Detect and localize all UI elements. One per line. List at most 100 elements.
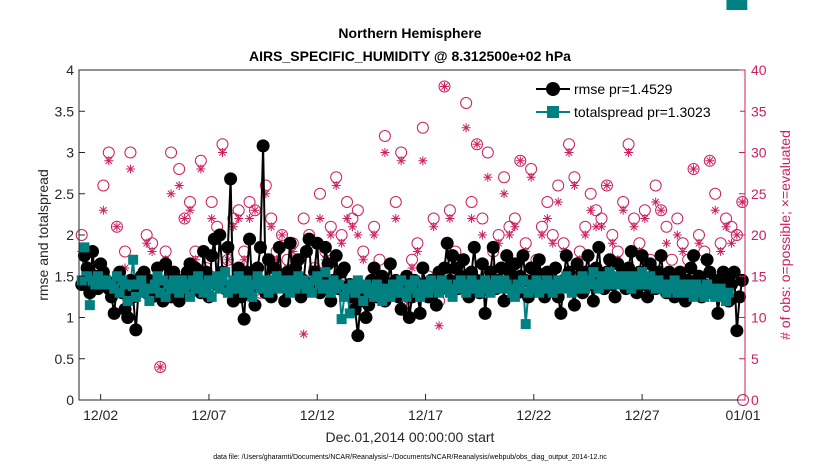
totalspread-point — [203, 275, 214, 286]
totalspread-point — [128, 254, 139, 265]
rmse-point — [475, 257, 489, 271]
y-right-tick-label: 10 — [751, 310, 767, 326]
totalspread-point — [396, 275, 407, 286]
obs-evaluated-point — [629, 222, 639, 232]
rmse-point — [548, 261, 562, 275]
asterisk-stroke — [711, 206, 719, 214]
totalspread-point — [285, 287, 296, 298]
asterisk-stroke — [587, 206, 595, 214]
legend-spread-marker — [547, 106, 559, 118]
totalspread-point — [680, 287, 691, 298]
asterisk-stroke — [527, 173, 535, 181]
asterisk-stroke — [446, 214, 454, 223]
rmse-point — [733, 290, 747, 304]
totalspread-point — [415, 291, 426, 302]
totalspread-point — [90, 279, 101, 290]
totalspread-point — [477, 283, 488, 294]
asterisk-stroke — [240, 256, 248, 264]
asterisk-stroke — [343, 214, 351, 223]
legend-box — [532, 76, 740, 124]
totalspread-point — [409, 275, 420, 286]
totalspread-point — [496, 283, 507, 294]
totalspread-point — [325, 287, 336, 298]
totalspread-point — [244, 283, 255, 294]
rmse-point — [440, 236, 454, 250]
totalspread-point — [120, 279, 131, 290]
obs-possible-point — [119, 245, 132, 258]
obs-evaluated-point — [672, 230, 682, 240]
obs-evaluated-point — [678, 247, 688, 256]
chart-subtitle: AIRS_SPECIFIC_HUMIDITY @ 8.312500e+02 hP… — [249, 48, 571, 64]
totalspread-point — [352, 275, 363, 286]
totalspread-point — [252, 271, 263, 282]
asterisk-stroke — [717, 247, 725, 256]
totalspread-point — [645, 271, 656, 282]
totalspread-point — [634, 275, 645, 286]
asterisk-stroke — [218, 148, 226, 157]
rmse-point — [559, 249, 573, 263]
obs-evaluated-point — [245, 214, 255, 223]
totalspread-point — [425, 275, 436, 286]
asterisk-stroke — [392, 214, 400, 223]
totalspread-point — [144, 296, 155, 306]
x-tick-label: 12/22 — [516, 407, 551, 423]
asterisk-stroke — [338, 239, 346, 247]
totalspread-point — [593, 283, 604, 294]
asterisk-stroke — [167, 190, 175, 198]
asterisk-stroke — [235, 214, 243, 223]
obs-possible-point — [498, 171, 511, 184]
asterisk-stroke — [370, 231, 378, 239]
totalspread-point — [336, 314, 347, 325]
obs-evaluated-point — [412, 247, 422, 256]
totalspread-point — [515, 283, 526, 294]
x-tick-label: 12/07 — [191, 407, 226, 423]
totalspread-point — [260, 279, 271, 290]
rmse-point — [446, 249, 460, 263]
obs-evaluated-point — [542, 214, 552, 223]
totalspread-point — [320, 267, 331, 278]
totalspread-point — [271, 271, 282, 282]
obs-evaluated-point — [651, 197, 661, 207]
totalspread-point — [122, 296, 133, 306]
totalspread-point — [333, 279, 344, 290]
asterisk-stroke — [381, 148, 389, 157]
obs-possible-point — [665, 253, 678, 266]
obs-evaluated-point — [515, 156, 525, 166]
totalspread-point — [374, 287, 385, 298]
asterisk-stroke — [511, 223, 519, 231]
asterisk-stroke — [554, 198, 562, 206]
obs-evaluated-point — [510, 222, 520, 232]
totalspread-point — [360, 279, 371, 290]
rmse-point — [500, 249, 514, 263]
totalspread-point — [358, 296, 369, 306]
rmse-point — [586, 294, 600, 308]
asterisk-stroke — [603, 181, 611, 190]
totalspread-point — [222, 287, 233, 298]
obs-possible-point — [481, 146, 494, 159]
obs-evaluated-point — [407, 263, 417, 273]
obs-evaluated-point — [429, 222, 439, 232]
totalspread-point — [228, 275, 239, 286]
obs-possible-point — [205, 196, 218, 208]
totalspread-point — [293, 271, 304, 282]
rmse-point — [159, 257, 173, 271]
obs-evaluated-point — [315, 214, 325, 223]
asterisk-stroke — [565, 148, 573, 157]
asterisk-stroke — [397, 157, 405, 165]
totalspread-point — [618, 279, 629, 290]
asterisk-stroke — [608, 239, 616, 247]
asterisk-stroke — [625, 148, 633, 157]
totalspread-point — [588, 267, 599, 278]
totalspread-point — [185, 291, 195, 302]
rmse-point — [283, 236, 297, 250]
obs-evaluated-point — [569, 181, 579, 190]
obs-evaluated-point — [467, 214, 477, 223]
totalspread-point — [136, 275, 147, 286]
rmse-point — [402, 311, 416, 324]
obs-evaluated-point — [661, 238, 671, 248]
obs-evaluated-point — [607, 238, 617, 248]
y-right-tick-label: 5 — [751, 351, 759, 367]
totalspread-point — [266, 275, 277, 286]
obs-evaluated-point — [548, 238, 558, 248]
obs-possible-point — [687, 163, 700, 175]
